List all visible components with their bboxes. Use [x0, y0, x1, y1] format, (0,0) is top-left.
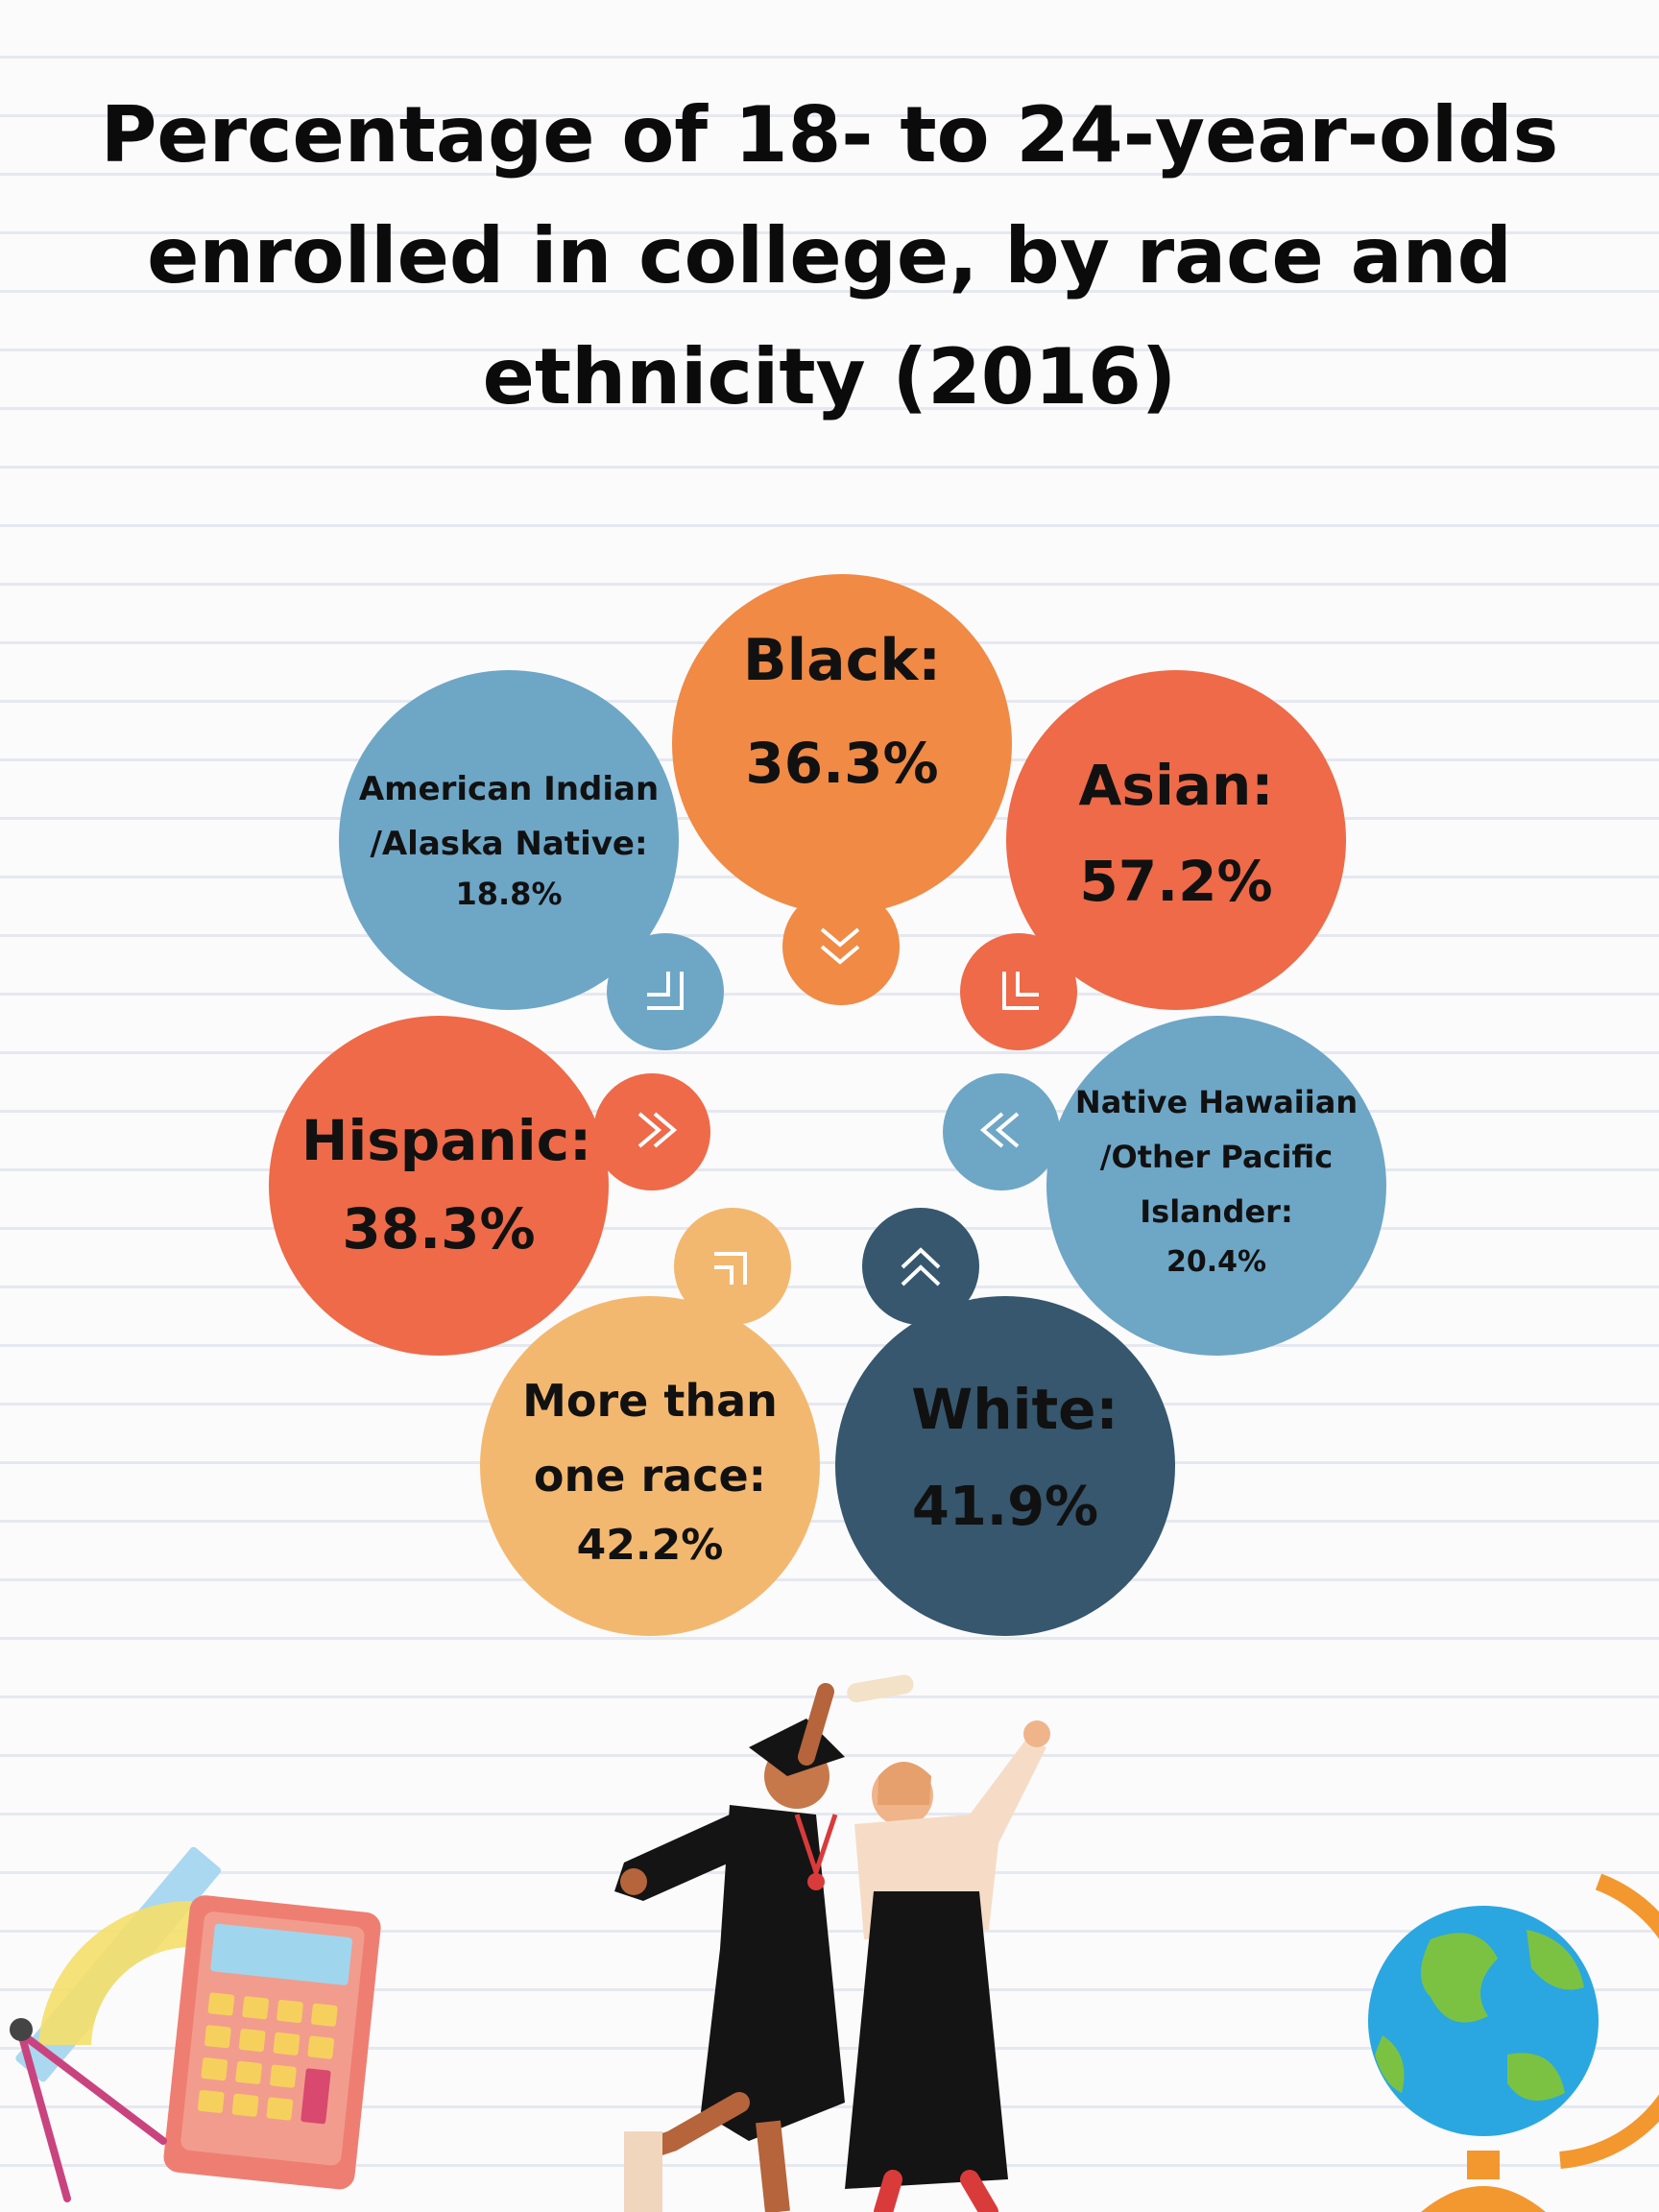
chevron-left-icon: [979, 1112, 1020, 1148]
graduates-illustration: [614, 1674, 1050, 2212]
chevron-down-right-icon: [647, 972, 684, 1010]
globe-illustration: [1368, 1873, 1659, 2212]
chevron-up-right-icon: [714, 1252, 747, 1285]
bubble-hispanic-label: Hispanic:: [301, 1108, 592, 1173]
bubble-black-value: 36.3%: [745, 731, 939, 796]
chevron-down-icon: [820, 927, 860, 965]
page-title: Percentage of 18- to 24-year-olds enroll…: [100, 90, 1559, 421]
bubble-more-than-one-race-label: More than one race:: [522, 1375, 778, 1502]
bubble-hispanic-value: 38.3%: [342, 1196, 536, 1262]
bubble-native-hawaiian-label: Native Hawaiian /Other Pacific Islander:: [1074, 1084, 1358, 1230]
chevron-right-icon: [637, 1112, 678, 1148]
bubble-asian-label: Asian:: [1078, 753, 1274, 818]
bubble-native-hawaiian-value: 20.4%: [1166, 1245, 1267, 1279]
bubble-more-than-one-race-value: 42.2%: [576, 1521, 724, 1570]
school-supplies-illustration: [10, 1846, 381, 2202]
bubble-white-label: White:: [911, 1377, 1118, 1442]
bubble-american-indian-value: 18.8%: [455, 876, 563, 912]
bubble-white-value: 41.9%: [911, 1476, 1099, 1538]
chevron-down-left-icon: [1002, 972, 1039, 1010]
chevron-up-icon: [901, 1247, 941, 1286]
bubble-american-indian-label: American Indian /Alaska Native:: [358, 770, 660, 863]
bubble-black-label: Black:: [742, 627, 942, 694]
bubble-asian-value: 57.2%: [1079, 849, 1273, 914]
